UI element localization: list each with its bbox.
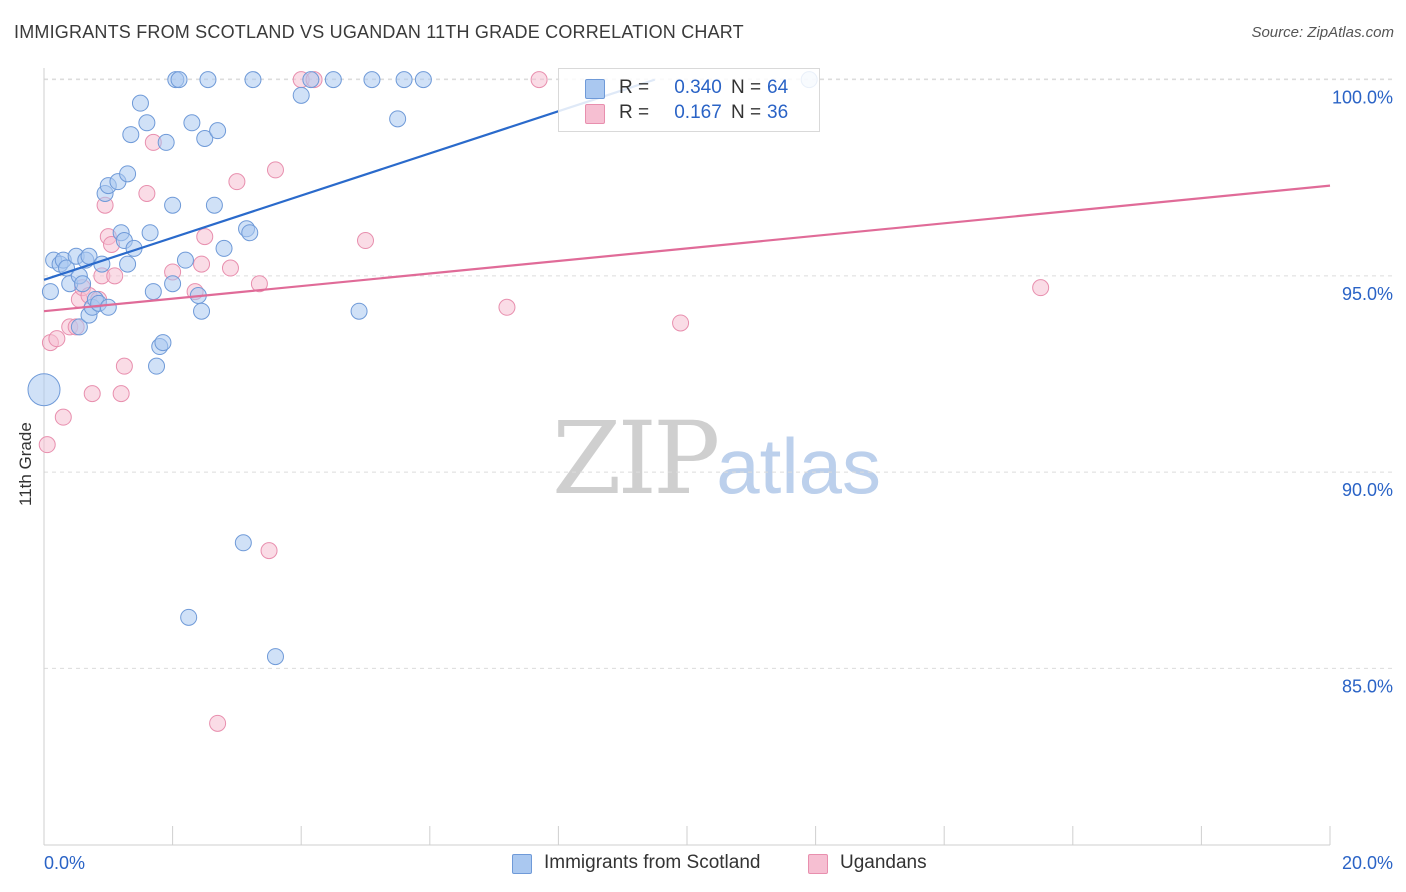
legend-r-value: 0.340 xyxy=(674,77,722,98)
legend-swatch-scotland xyxy=(585,79,605,99)
y-tick-label: 85.0% xyxy=(1342,676,1393,696)
ugandans-point xyxy=(1032,279,1050,297)
ugandans-point xyxy=(193,255,211,273)
scotland-point xyxy=(70,318,88,336)
scotland-points xyxy=(27,71,818,666)
scotland-point xyxy=(170,71,188,89)
legend-r-label: R = xyxy=(619,102,650,123)
ugandans-point xyxy=(209,714,227,732)
scotland-point xyxy=(119,255,137,273)
ugandans-point xyxy=(357,232,374,250)
watermark: ZIPatlas xyxy=(552,400,881,517)
scotland-point xyxy=(164,275,182,293)
scotland-point xyxy=(141,224,159,242)
y-tick-label: 95.0% xyxy=(1342,284,1393,304)
chart-title: IMMIGRANTS FROM SCOTLAND VS UGANDAN 11TH… xyxy=(14,22,744,42)
scotland-point xyxy=(234,534,252,552)
tick-labels: 85.0% 90.0% 95.0% 100.0% 0.0% 20.0% xyxy=(44,88,1393,873)
scotland-point xyxy=(180,608,198,626)
source-label: Source: ZipAtlas.com xyxy=(1251,24,1394,41)
scotland-trend-line xyxy=(43,78,656,281)
scotland-point xyxy=(205,196,223,214)
ugandans-point xyxy=(672,314,690,332)
x-tick-label: 0.0% xyxy=(44,853,85,873)
axes xyxy=(43,68,1331,846)
ugandans-point xyxy=(530,71,548,89)
ugandans-point xyxy=(112,385,130,403)
scotland-point xyxy=(193,302,211,320)
legend-swatch-scotland xyxy=(512,854,532,874)
scotland-point xyxy=(138,114,156,132)
trend-lines xyxy=(43,78,1331,313)
ugandans-point xyxy=(250,275,268,293)
legend-n-value: 36 xyxy=(767,102,789,123)
watermark-atlas: atlas xyxy=(716,422,882,510)
correlation-legend: R = 0.340 N = 64 R = 0.167 N = 36 xyxy=(558,68,820,132)
scotland-point xyxy=(241,224,259,242)
scotland-point xyxy=(154,334,172,352)
scotland-point xyxy=(414,71,432,89)
scotland-point xyxy=(176,251,194,269)
ugandans-point xyxy=(221,259,239,277)
scotland-point xyxy=(209,122,227,140)
ugandans-point xyxy=(83,385,101,403)
scotland-point xyxy=(183,114,201,132)
scotland-point xyxy=(27,373,61,407)
ugandans-point xyxy=(196,228,214,246)
ugandans-point xyxy=(138,184,156,202)
scotland-point xyxy=(389,110,407,128)
scotland-point xyxy=(99,298,117,316)
scotland-point xyxy=(131,94,149,112)
ugandans-point xyxy=(498,298,516,316)
y-tick-label: 100.0% xyxy=(1332,88,1393,108)
scotland-point xyxy=(350,302,368,320)
ugandans-points xyxy=(38,71,1050,732)
ugandans-point xyxy=(38,436,56,454)
grid-lines xyxy=(44,78,1395,669)
scotland-point xyxy=(302,71,320,89)
scotland-point xyxy=(122,126,140,144)
scotland-point xyxy=(41,283,59,301)
scotland-point xyxy=(363,71,381,89)
scotland-point xyxy=(292,86,310,104)
ugandans-point xyxy=(115,357,133,375)
scotland-point xyxy=(157,133,175,151)
legend-n-label: N = xyxy=(731,77,762,98)
scotland-point xyxy=(164,196,182,214)
scotland-point xyxy=(199,71,217,89)
ugandans-point xyxy=(228,173,246,191)
scotland-point xyxy=(148,357,166,375)
scotland-point xyxy=(324,71,342,89)
scotland-point xyxy=(244,71,262,89)
legend-r-label: R = xyxy=(619,77,650,98)
scotland-point xyxy=(144,283,162,301)
x-tick-label: 20.0% xyxy=(1342,853,1393,873)
legend-r-value: 0.167 xyxy=(674,102,722,123)
legend-swatch-ugandans xyxy=(808,854,828,874)
legend-n-value: 64 xyxy=(767,77,789,98)
scotland-point xyxy=(74,275,92,293)
ugandans-point xyxy=(54,408,72,426)
ugandans-trend-line xyxy=(43,184,1331,313)
ugandans-point xyxy=(266,161,284,179)
scotland-point xyxy=(215,239,233,257)
legend-label-scotland: Immigrants from Scotland xyxy=(544,852,761,873)
legend-swatch-ugandans xyxy=(585,104,605,124)
watermark-zip: ZIP xyxy=(552,400,720,517)
y-axis-label: 11th Grade xyxy=(16,422,35,506)
ugandans-point xyxy=(106,267,124,285)
ugandans-point xyxy=(260,542,278,560)
scotland-point xyxy=(266,648,284,666)
scotland-point xyxy=(119,165,137,183)
y-tick-label: 90.0% xyxy=(1342,480,1393,500)
ugandans-point xyxy=(48,330,66,348)
legend-label-ugandans: Ugandans xyxy=(840,852,927,873)
scotland-point xyxy=(196,130,214,147)
legend-n-label: N = xyxy=(731,102,762,123)
scotland-point xyxy=(395,71,413,89)
